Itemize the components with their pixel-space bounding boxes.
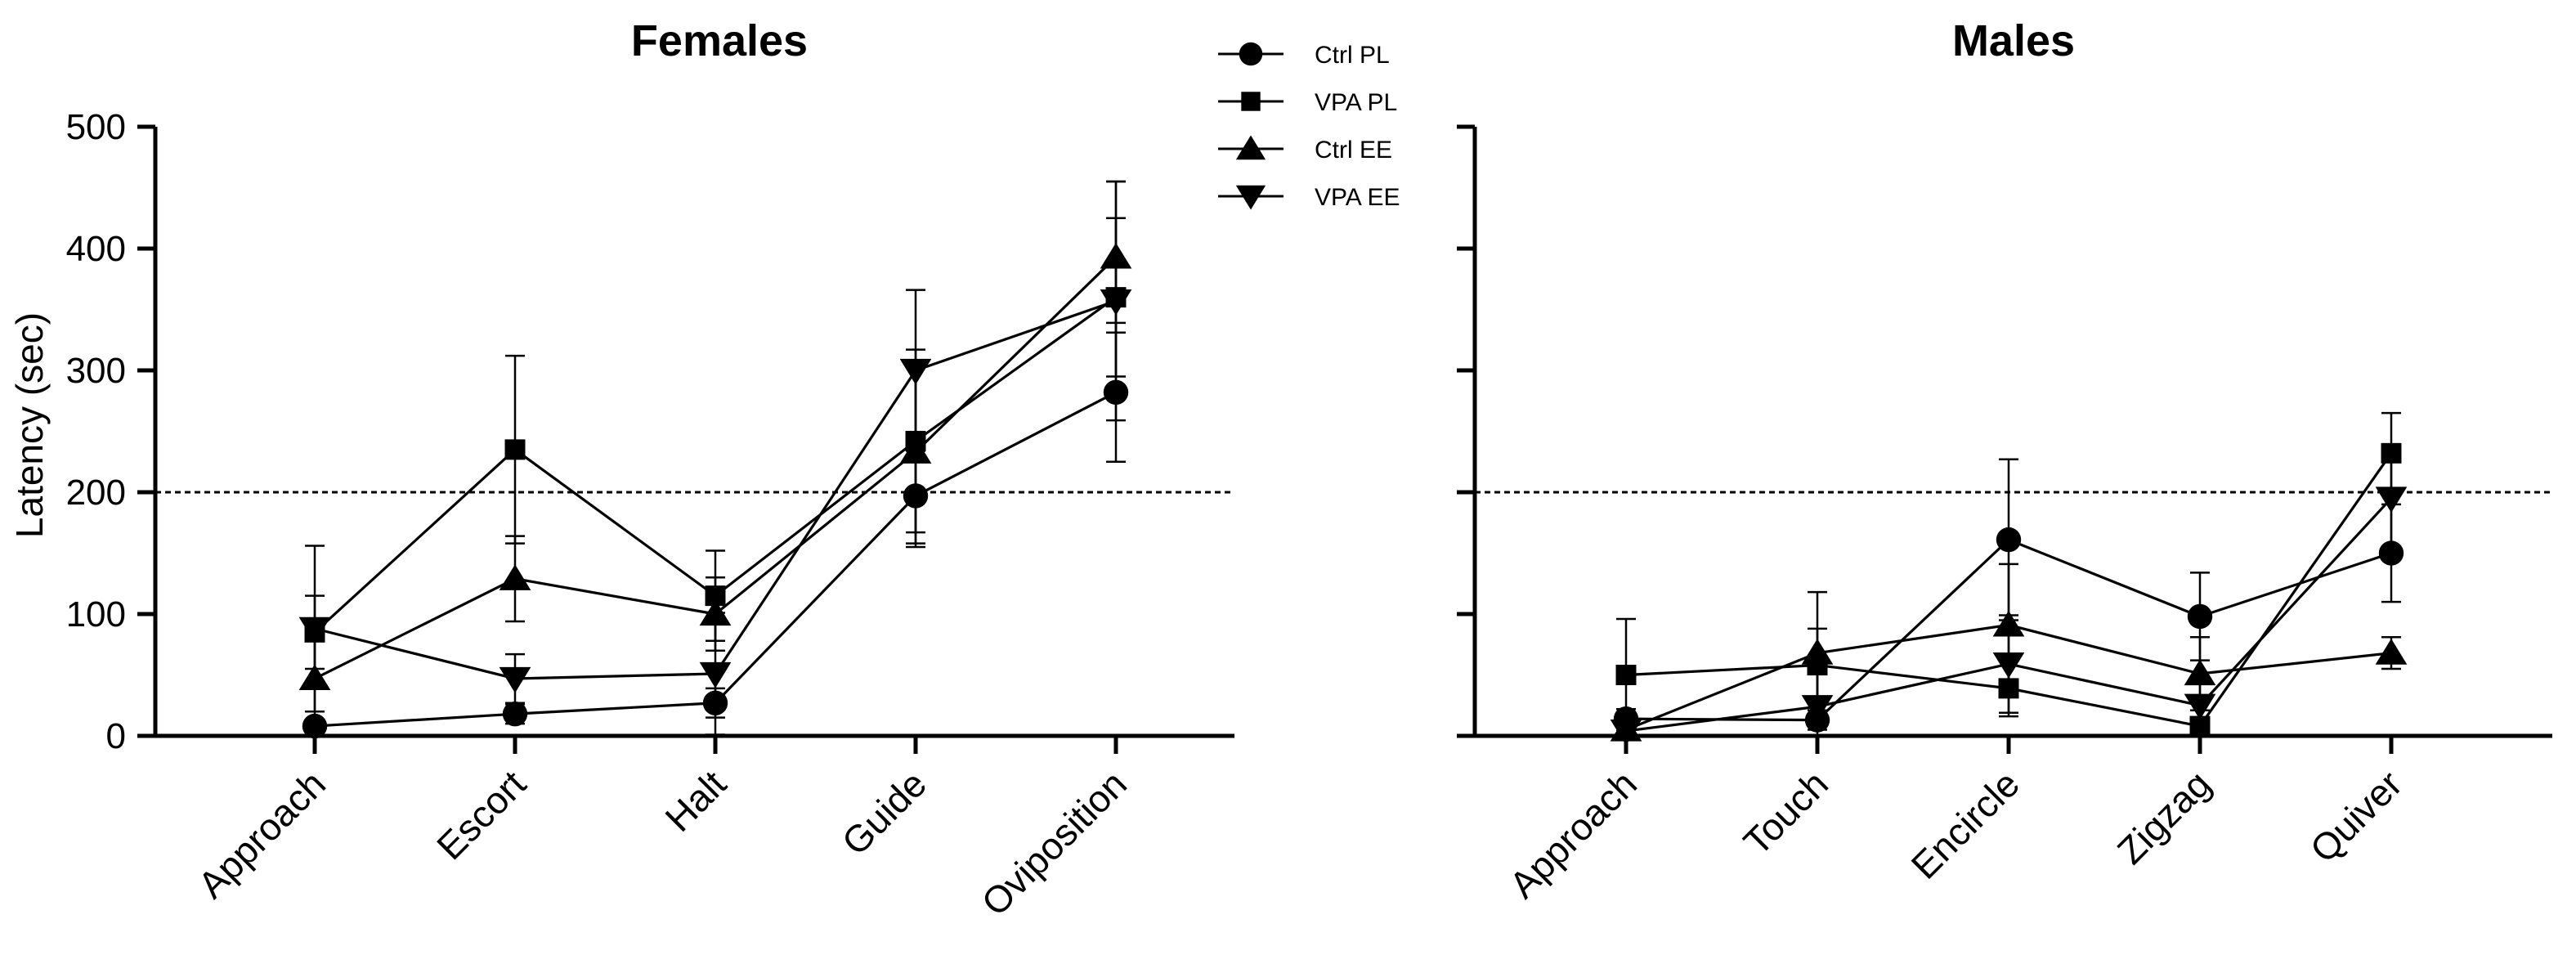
- legend-label-vpa-pl: VPA PL: [1315, 89, 1397, 116]
- y-axis-label: Latency (sec): [8, 312, 51, 538]
- point-vpa-pl-escort: [504, 439, 526, 460]
- females-title: Females: [631, 16, 808, 65]
- x-tick-label-touch: Touch: [1736, 762, 1837, 863]
- legend-marker-ctrl-pl: [1239, 42, 1263, 66]
- legend-marker-vpa-ee: [1235, 185, 1266, 210]
- point-ctrl-ee-quiver: [2375, 639, 2408, 665]
- y-tick-label: 100: [66, 594, 126, 634]
- legend-marker-vpa-pl: [1241, 92, 1261, 111]
- point-vpa-ee-escort: [499, 666, 531, 693]
- x-tick-label-approach: Approach: [190, 762, 334, 906]
- legend-label-ctrl-pl: Ctrl PL: [1315, 42, 1390, 69]
- point-ctrl-pl-escort: [502, 701, 528, 727]
- y-tick-label: 0: [106, 716, 126, 756]
- x-tick-label-halt: Halt: [656, 762, 734, 840]
- point-ctrl-pl-zigzag: [2187, 603, 2213, 630]
- x-tick-label-quiver: Quiver: [2301, 762, 2410, 871]
- x-tick-label-zigzag: Zigzag: [2109, 762, 2219, 872]
- y-tick-label: 300: [66, 351, 126, 391]
- x-tick-label-escort: Escort: [428, 762, 534, 868]
- females-panel: Females Latency (sec) 0 100 200 300 400 500 Ap…: [8, 16, 1234, 924]
- y-tick-label: 200: [66, 473, 126, 513]
- x-tick-label-guide: Guide: [834, 762, 935, 863]
- point-vpa-ee-quiver: [2375, 486, 2408, 513]
- point-vpa-pl-approach: [1615, 665, 1637, 685]
- males-title: Males: [1952, 16, 2075, 65]
- series-vpa-ee: [1610, 448, 2408, 746]
- legend-label-vpa-ee: VPA EE: [1315, 184, 1400, 211]
- x-tick-label-approach: Approach: [1501, 762, 1645, 906]
- point-ctrl-pl-encircle: [1996, 527, 2022, 553]
- series-vpa-ee: [298, 180, 1132, 736]
- point-vpa-ee-approach: [1610, 719, 1642, 746]
- legend-label-ctrl-ee: Ctrl EE: [1315, 137, 1392, 164]
- x-tick-label-oviposition: Oviposition: [973, 762, 1135, 924]
- x-tick-label-encircle: Encircle: [1903, 762, 2027, 886]
- legend: Ctrl PL VPA PL Ctrl EE VPA EE: [1218, 42, 1400, 211]
- point-vpa-ee-approach: [298, 616, 331, 643]
- point-vpa-ee-halt: [699, 661, 732, 688]
- point-vpa-ee-oviposition: [1100, 289, 1132, 316]
- point-vpa-ee-encircle: [1992, 652, 2025, 679]
- point-vpa-ee-zigzag: [2184, 693, 2216, 720]
- y-tick-label: 400: [66, 229, 126, 269]
- point-ctrl-ee-escort: [499, 564, 531, 590]
- y-tick-label: 500: [66, 107, 126, 147]
- point-ctrl-pl-approach: [302, 713, 328, 739]
- males-panel: Males Approach Touch Encircle Zigzag Quiver: [1457, 16, 2552, 906]
- point-vpa-ee-guide: [899, 358, 932, 385]
- point-ctrl-ee-zigzag: [2184, 659, 2216, 686]
- legend-marker-ctrl-ee: [1235, 135, 1266, 160]
- point-vpa-ee-touch: [1801, 695, 1834, 721]
